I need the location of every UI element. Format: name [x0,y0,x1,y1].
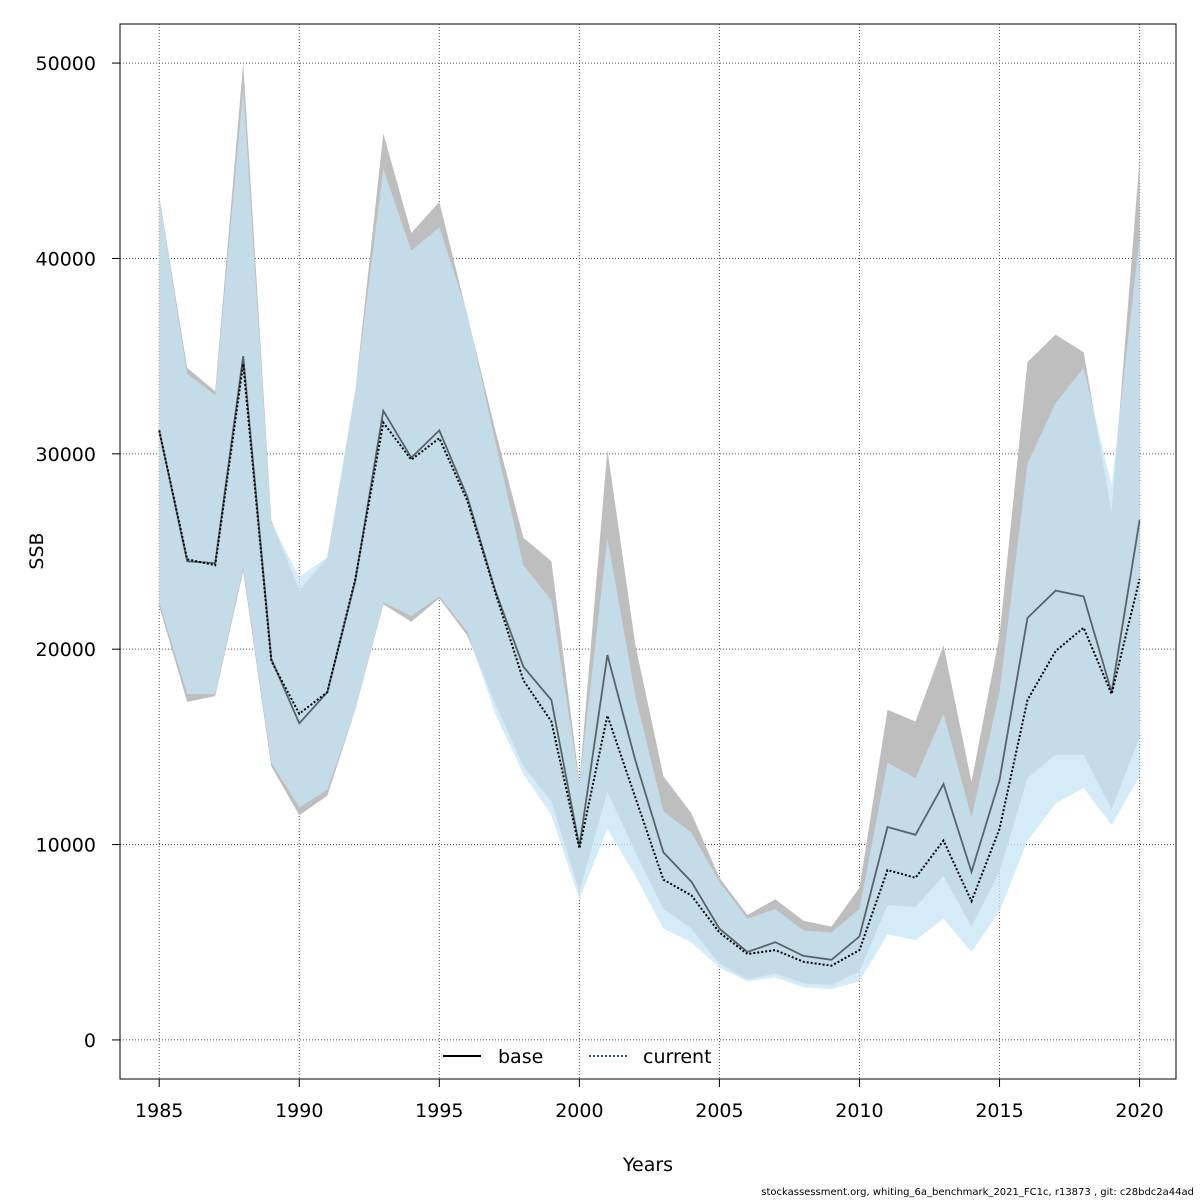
x-axis: 1985 1990 1995 2000 2005 2010 2015 2020 [135,1079,1164,1122]
plot-frame [119,23,1177,1080]
confidence-bands [159,63,1140,990]
x-tick-label: 2015 [975,1100,1023,1122]
footer-note: stockassessment.org, whiting_6a_benchmar… [761,1187,1194,1198]
y-tick-label: 50000 [36,53,96,75]
x-tick-label: 2005 [695,1100,743,1122]
y-tick-label: 10000 [36,835,96,857]
legend-current-label: current [643,1046,712,1068]
line-current [158,363,1141,967]
y-axis-title: SSB [26,532,48,569]
y-axis: 0 10000 20000 30000 40000 50000 [36,53,120,1052]
x-tick-label: 2010 [835,1100,883,1122]
x-tick-label: 2000 [555,1100,603,1122]
series-lines [158,355,1141,967]
y-tick-label: 40000 [36,248,96,270]
x-tick-label: 1990 [275,1100,323,1122]
band-current [159,88,1140,990]
line-base [158,355,1141,961]
x-tick-label: 2020 [1115,1100,1163,1122]
y-tick-label: 20000 [36,639,96,661]
x-axis-title: Years [622,1154,673,1176]
x-tick-label: 1985 [135,1100,183,1122]
legend: base current [443,1046,712,1068]
legend-base-label: base [498,1046,543,1068]
y-tick-label: 0 [84,1030,96,1052]
x-tick-label: 1995 [415,1100,463,1122]
y-tick-label: 30000 [36,444,96,466]
